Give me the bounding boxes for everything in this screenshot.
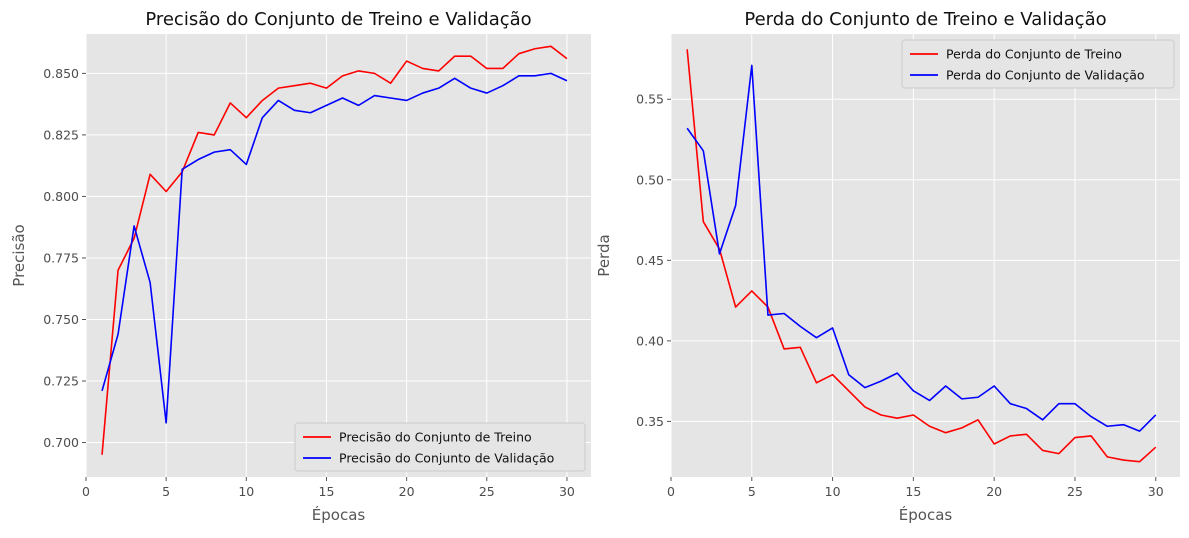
x-tick-label: 5 <box>162 484 170 499</box>
legend-label: Precisão do Conjunto de Validação <box>339 451 554 466</box>
chart-title: Precisão do Conjunto de Treino e Validaç… <box>145 9 531 30</box>
y-axis-label: Precisão <box>10 224 28 286</box>
series-line-validation <box>101 72 568 424</box>
y-tick-label: 0.800 <box>43 189 79 204</box>
legend-label: Perda do Conjunto de Treino <box>946 47 1122 62</box>
y-tick-label: 0.750 <box>43 312 79 327</box>
plot-area <box>671 34 1180 477</box>
y-axis-label: Perda <box>595 234 613 276</box>
x-tick-label: 15 <box>905 484 921 499</box>
x-axis-label: Épocas <box>312 505 366 524</box>
y-tick-label: 0.775 <box>43 250 79 265</box>
legend-item-train: Precisão do Conjunto de Treino <box>303 430 532 445</box>
chart-accuracy: 0 5 10 15 20 25 30 0.700 0.725 0.750 0.775 0.800 0.8… <box>10 9 591 524</box>
x-tick-label: 25 <box>479 484 495 499</box>
x-tick-label: 0 <box>82 484 90 499</box>
x-axis-label: Épocas <box>899 505 953 524</box>
legend-item-train: Perda do Conjunto de Treino <box>910 47 1122 62</box>
series-line-validation <box>686 64 1157 432</box>
legend: Precisão do Conjunto de Treino Precisão d… <box>294 422 586 472</box>
chart-title: Perda do Conjunto de Treino e Validação <box>744 9 1106 30</box>
x-tick-label: 15 <box>319 484 335 499</box>
y-tick-label: 0.35 <box>636 414 664 429</box>
legend-frame <box>294 422 586 472</box>
legend-item-validation: Precisão do Conjunto de Validação <box>303 451 554 466</box>
y-tick-label: 0.45 <box>636 253 664 268</box>
chart-loss: 0 5 10 15 20 25 30 0.35 0.40 0.45 0.50 0.55 Perda do… <box>595 9 1180 524</box>
y-tick-label: 0.850 <box>43 66 79 81</box>
x-tick-label: 5 <box>748 484 756 499</box>
legend-item-validation: Perda do Conjunto de Validação <box>910 68 1145 83</box>
legend: Perda do Conjunto de Treino Perda do Conj… <box>901 39 1175 89</box>
legend-label: Perda do Conjunto de Validação <box>946 68 1145 83</box>
x-tick-label: 10 <box>825 484 841 499</box>
plot-area <box>86 34 591 477</box>
y-tick-label: 0.700 <box>43 435 79 450</box>
y-tick-label: 0.40 <box>636 333 664 348</box>
y-tick-label: 0.825 <box>43 127 79 142</box>
y-tick-label: 0.50 <box>636 172 664 187</box>
x-tick-label: 25 <box>1067 484 1083 499</box>
series-line-train <box>101 45 568 455</box>
legend-frame <box>901 39 1175 89</box>
y-tick-label: 0.55 <box>636 92 664 107</box>
x-tick-label: 30 <box>1148 484 1164 499</box>
x-tick-label: 10 <box>238 484 254 499</box>
x-tick-label: 30 <box>559 484 575 499</box>
x-tick-label: 20 <box>399 484 415 499</box>
x-tick-label: 20 <box>986 484 1002 499</box>
x-tick-label: 0 <box>667 484 675 499</box>
y-tick-label: 0.725 <box>43 374 79 389</box>
legend-label: Precisão do Conjunto de Treino <box>339 430 532 445</box>
series-line-train <box>686 49 1157 463</box>
